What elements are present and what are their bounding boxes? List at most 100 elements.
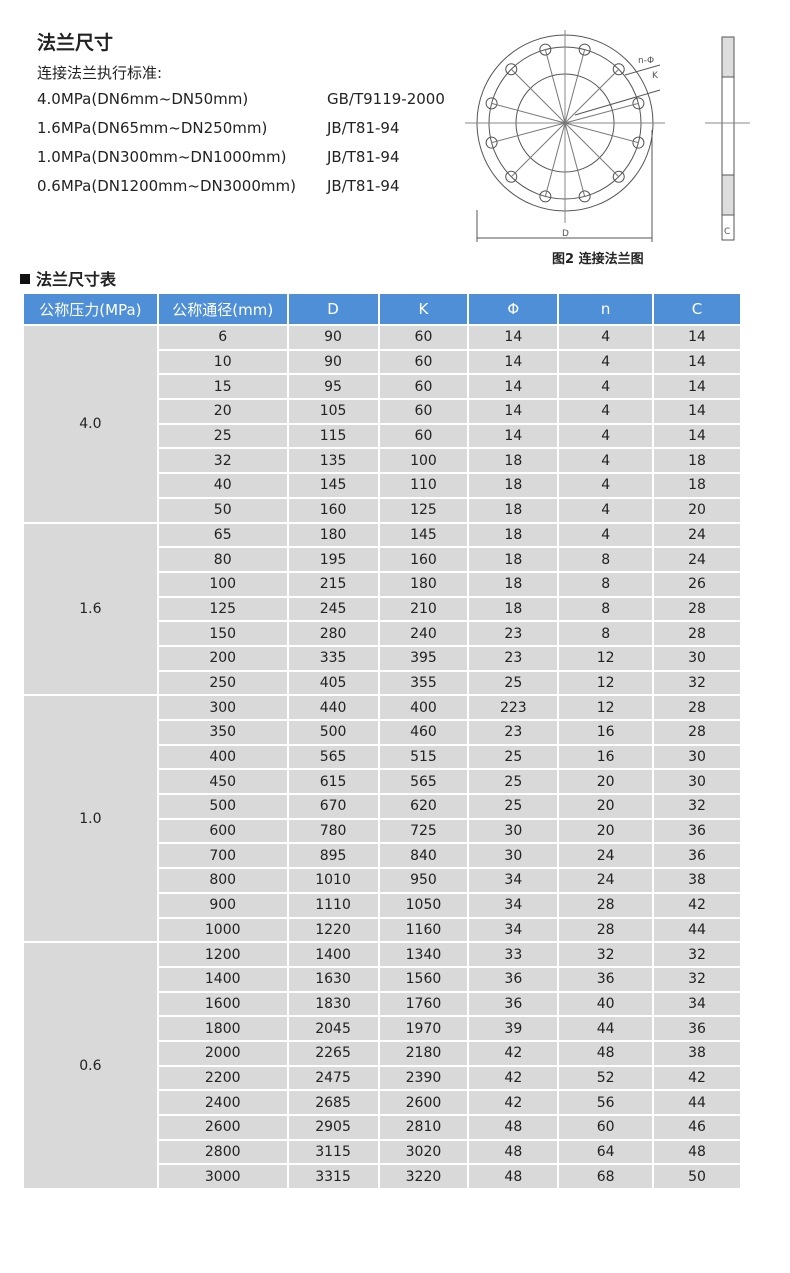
c-value-cell: 42 bbox=[652, 891, 742, 919]
table-row: 800 1010 950 34 24 38 bbox=[23, 867, 742, 894]
k-value-cell: 1050 bbox=[377, 891, 470, 919]
n-value-cell: 44 bbox=[557, 1015, 655, 1042]
phi-value-cell: 23 bbox=[467, 644, 560, 672]
k-label: K bbox=[652, 71, 659, 81]
standards-subtitle: 连接法兰执行标准: bbox=[37, 64, 163, 82]
bolt-hole bbox=[612, 170, 625, 183]
c-value-cell: 48 bbox=[652, 1138, 742, 1166]
phi-value-cell: 34 bbox=[467, 916, 560, 944]
section-title-text: 法兰尺寸表 bbox=[36, 270, 117, 289]
c-value-cell: 32 bbox=[652, 669, 742, 697]
table-row: 100 215 180 18 8 26 bbox=[23, 570, 742, 598]
nominal-diameter-cell: 32 bbox=[156, 447, 289, 475]
d-value-cell: 95 bbox=[286, 373, 380, 401]
table-row: 150 280 240 23 8 28 bbox=[23, 620, 742, 647]
d-value-cell: 90 bbox=[286, 348, 380, 376]
n-value-cell: 12 bbox=[557, 694, 655, 721]
standard-range: 4.0MPa(DN6mm~DN50mm) bbox=[37, 90, 249, 108]
nominal-diameter-cell: 900 bbox=[156, 891, 289, 919]
standard-row: 1.0MPa(DN300mm~DN1000mm) JB/T81-94 bbox=[37, 148, 400, 166]
k-value-cell: 3220 bbox=[377, 1163, 470, 1191]
k-value-cell: 725 bbox=[377, 817, 470, 845]
c-value-cell: 42 bbox=[652, 1064, 742, 1092]
d-value-cell: 90 bbox=[286, 324, 380, 351]
table-row: 2400 2685 2600 42 56 44 bbox=[23, 1089, 742, 1116]
phi-value-cell: 18 bbox=[467, 472, 560, 499]
n-value-cell: 4 bbox=[557, 521, 655, 549]
nominal-diameter-cell: 65 bbox=[156, 521, 289, 549]
standard-range: 1.6MPa(DN65mm~DN250mm) bbox=[37, 119, 268, 137]
n-value-cell: 28 bbox=[557, 891, 655, 919]
table-row: 1.0 300 440 400 223 12 28 bbox=[22, 694, 742, 944]
phi-value-cell: 14 bbox=[467, 373, 560, 401]
n-value-cell: 28 bbox=[557, 916, 655, 944]
phi-value-cell: 30 bbox=[467, 842, 560, 870]
table-row: 0.6 1200 1400 1340 33 32 32 bbox=[22, 941, 742, 1191]
phi-value-cell: 25 bbox=[467, 793, 560, 820]
nominal-diameter-cell: 125 bbox=[156, 595, 289, 623]
table-row: 700 895 840 30 24 36 bbox=[23, 842, 742, 870]
flange-front-view bbox=[465, 30, 665, 242]
k-value-cell: 950 bbox=[377, 867, 470, 894]
d-value-cell: 215 bbox=[286, 570, 380, 598]
n-value-cell: 20 bbox=[557, 817, 655, 845]
bolt-hole bbox=[539, 43, 552, 56]
k-value-cell: 2600 bbox=[377, 1089, 470, 1116]
nominal-diameter-cell: 450 bbox=[156, 768, 289, 796]
n-value-cell: 4 bbox=[557, 398, 655, 425]
nominal-diameter-cell: 700 bbox=[156, 842, 289, 870]
d-value-cell: 105 bbox=[286, 398, 380, 425]
phi-value-cell: 25 bbox=[467, 669, 560, 697]
nominal-diameter-cell: 15 bbox=[156, 373, 289, 401]
phi-value-cell: 18 bbox=[467, 546, 560, 573]
n-value-cell: 12 bbox=[557, 644, 655, 672]
page-title: 法兰尺寸 bbox=[37, 32, 114, 54]
c-value-cell: 24 bbox=[652, 546, 742, 573]
k-value-cell: 515 bbox=[377, 743, 470, 771]
radial-line bbox=[491, 122, 566, 144]
c-value-cell: 36 bbox=[652, 842, 742, 870]
table-row: 2800 3115 3020 48 64 48 bbox=[23, 1138, 742, 1166]
k-value-cell: 1560 bbox=[377, 965, 470, 993]
bolt-hole bbox=[485, 97, 498, 110]
diagram-caption: 图2 连接法兰图 bbox=[552, 252, 644, 267]
nominal-diameter-cell: 2400 bbox=[156, 1089, 289, 1116]
bolt-hole bbox=[632, 97, 645, 110]
c-value-cell: 38 bbox=[652, 1039, 742, 1067]
k-value-cell: 60 bbox=[377, 373, 470, 401]
d-value-cell: 565 bbox=[286, 743, 380, 771]
bolt-hole bbox=[539, 190, 552, 203]
k-value-cell: 3020 bbox=[377, 1138, 470, 1166]
phi-value-cell: 42 bbox=[467, 1039, 560, 1067]
standard-row: 1.6MPa(DN65mm~DN250mm) JB/T81-94 bbox=[37, 119, 400, 137]
c-value-cell: 30 bbox=[652, 743, 742, 771]
column-header: K bbox=[377, 292, 470, 326]
k-value-cell: 1160 bbox=[377, 916, 470, 944]
c-value-cell: 32 bbox=[652, 793, 742, 820]
d-value-cell: 440 bbox=[286, 694, 380, 721]
n-value-cell: 8 bbox=[557, 620, 655, 647]
k-value-cell: 145 bbox=[377, 521, 470, 549]
nominal-diameter-cell: 40 bbox=[156, 472, 289, 499]
pressure-cell: 4.0 bbox=[22, 324, 159, 524]
nominal-diameter-cell: 150 bbox=[156, 620, 289, 647]
c-value-cell: 14 bbox=[652, 422, 742, 450]
n-value-cell: 8 bbox=[557, 570, 655, 598]
c-value-cell: 46 bbox=[652, 1114, 742, 1141]
phi-value-cell: 36 bbox=[467, 965, 560, 993]
standard-row: 0.6MPa(DN1200mm~DN3000mm) JB/T81-94 bbox=[37, 177, 400, 195]
nominal-diameter-cell: 2600 bbox=[156, 1114, 289, 1141]
d-value-cell: 280 bbox=[286, 620, 380, 647]
c-value-cell: 34 bbox=[652, 990, 742, 1018]
d-value-cell: 1220 bbox=[286, 916, 380, 944]
d-value-cell: 3115 bbox=[286, 1138, 380, 1166]
flange-side-view bbox=[705, 36, 750, 241]
phi-value-cell: 39 bbox=[467, 1015, 560, 1042]
column-header: Φ bbox=[467, 292, 560, 326]
flange-diagram: D K n-Φ C bbox=[465, 30, 750, 242]
bolt-hole bbox=[485, 136, 498, 149]
d-value-cell: 245 bbox=[286, 595, 380, 623]
nominal-diameter-cell: 3000 bbox=[156, 1163, 289, 1191]
